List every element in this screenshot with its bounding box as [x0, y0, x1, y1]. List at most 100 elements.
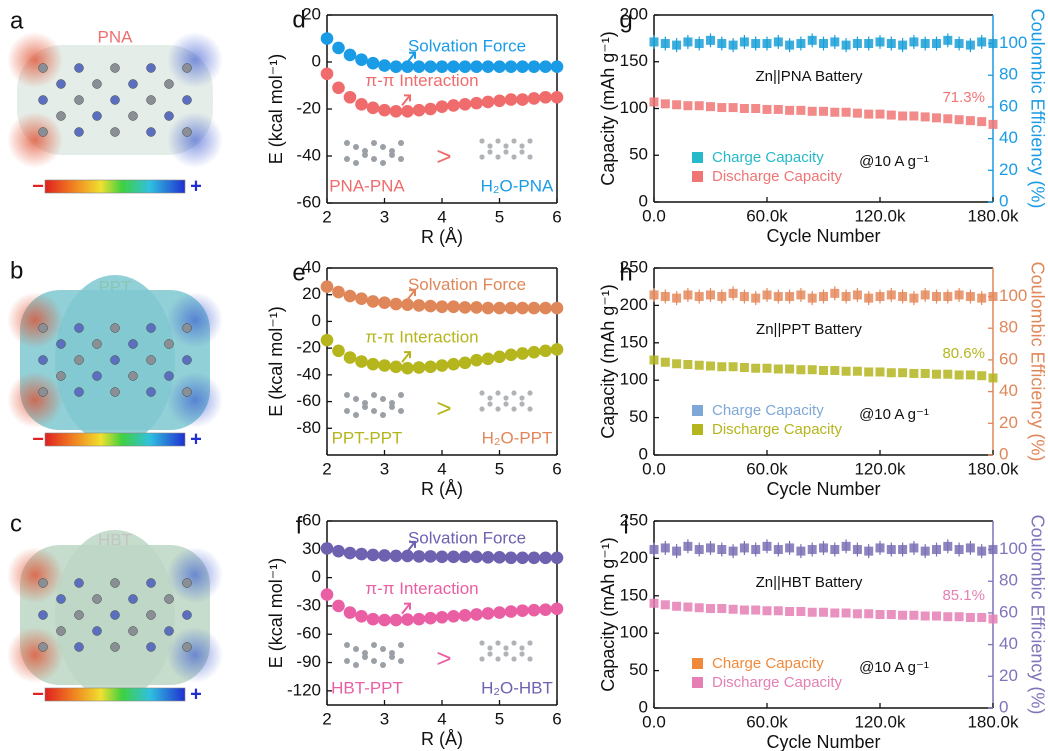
y-tick-label: -60 [296, 391, 321, 410]
series-label: π-π Interaction [365, 71, 478, 90]
data-point [661, 543, 670, 552]
data-point [796, 607, 805, 616]
data-point [424, 103, 437, 116]
y2-tick-label: 0 [999, 697, 1008, 716]
inset-atom [503, 651, 508, 656]
data-point [683, 542, 692, 551]
atom [165, 340, 174, 349]
data-point [344, 547, 357, 560]
data-point [401, 105, 414, 118]
data-point [516, 604, 529, 617]
y-axis-label: Capacity (mAh g⁻¹) [598, 537, 618, 692]
data-point [842, 542, 851, 551]
data-point [751, 39, 760, 48]
data-point [774, 292, 783, 301]
inset-atom [487, 401, 492, 406]
y-tick-label: 0 [639, 697, 648, 716]
atom [111, 388, 120, 397]
data-point [909, 611, 918, 620]
data-point [943, 612, 952, 621]
x-tick-label: 2 [322, 459, 331, 478]
y2-axis-label: Coulombic Efficiency (%) [1027, 262, 1047, 462]
data-point [459, 301, 472, 314]
y2-tick-label: 40 [999, 381, 1018, 400]
data-point [898, 368, 907, 377]
y-tick-label: -80 [296, 418, 321, 437]
data-point [830, 545, 839, 554]
data-point [876, 292, 885, 301]
x-tick-label: 3 [380, 207, 389, 226]
data-point [355, 292, 368, 305]
data-point [898, 292, 907, 301]
x-tick-label: 5 [495, 459, 504, 478]
data-point [332, 286, 345, 299]
scale-minus: − [32, 428, 44, 450]
data-point [740, 363, 749, 372]
inset-label: > [436, 141, 451, 171]
inset-atom [511, 640, 516, 645]
legend-label: Discharge Capacity [712, 674, 843, 691]
data-point [672, 294, 681, 303]
atom [129, 372, 138, 381]
data-point [539, 552, 552, 565]
data-point [909, 294, 918, 303]
data-point [447, 300, 460, 313]
y-tick-label: 0 [312, 311, 321, 330]
data-point [321, 280, 334, 293]
inset-atom [487, 645, 492, 650]
y-tick-label: 200 [620, 295, 648, 314]
data-point [470, 551, 483, 564]
data-point [482, 353, 495, 366]
x-tick-label: 4 [437, 207, 446, 226]
data-point [332, 600, 345, 613]
y-tick-label: 60 [302, 510, 321, 529]
data-point [706, 36, 715, 45]
data-point [853, 367, 862, 376]
y2-tick-label: 60 [999, 602, 1018, 621]
data-point [482, 96, 495, 109]
data-point [321, 334, 334, 347]
atom [165, 112, 174, 121]
data-point [864, 39, 873, 48]
data-point [413, 104, 426, 117]
data-point [321, 32, 334, 45]
data-point [332, 545, 345, 558]
y2-tick-label: 0 [999, 191, 1008, 210]
data-point [887, 111, 896, 120]
data-point [955, 290, 964, 299]
data-point [763, 542, 772, 551]
rate-label: @10 A g⁻¹ [859, 406, 929, 423]
inset-atom [353, 646, 359, 652]
data-point [355, 355, 368, 368]
y-tick-label: 40 [302, 257, 321, 276]
inset-atom [380, 160, 386, 166]
data-point [876, 110, 885, 119]
data-point [887, 368, 896, 377]
data-point [367, 358, 380, 371]
inset-atom [353, 412, 359, 418]
inset-atom [519, 149, 524, 154]
inset-atom [487, 149, 492, 154]
atom [183, 324, 192, 333]
molecule-name: PNA [98, 27, 134, 46]
data-point [516, 552, 529, 565]
inset-atom [503, 149, 508, 154]
atom [111, 643, 120, 652]
atom [39, 643, 48, 652]
data-point [505, 60, 518, 73]
data-point [717, 362, 726, 371]
x-tick-label: 4 [437, 459, 446, 478]
data-point [977, 371, 986, 380]
data-point [683, 603, 692, 612]
data-point [505, 93, 518, 106]
inset-atom [527, 138, 532, 143]
data-point [740, 104, 749, 113]
data-point [819, 366, 828, 375]
legend-swatch [692, 424, 703, 435]
data-point [378, 359, 391, 372]
inset-atom [511, 390, 516, 395]
inset-atom [353, 160, 359, 166]
inset-atom [353, 144, 359, 150]
atom [129, 595, 138, 604]
inset-atom [503, 395, 508, 400]
